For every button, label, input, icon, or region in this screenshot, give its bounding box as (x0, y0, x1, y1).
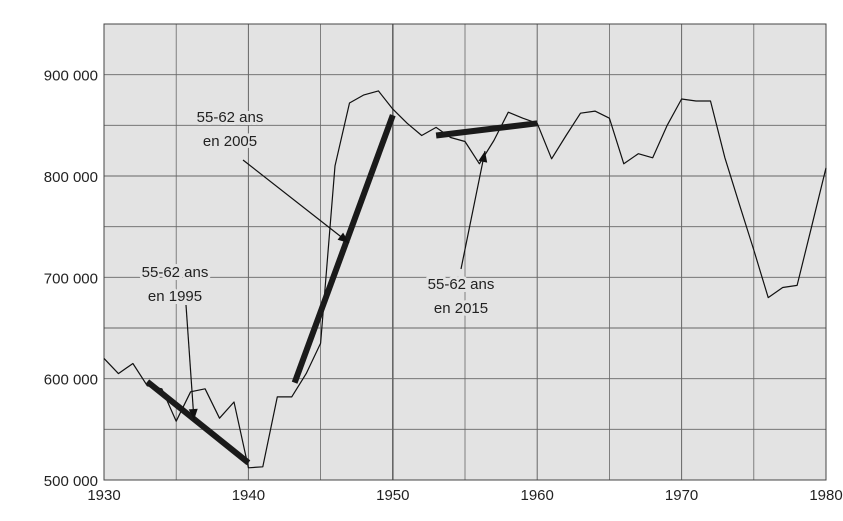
y-tick-label: 600 000 (44, 372, 98, 389)
x-tick-label: 1930 (87, 487, 120, 504)
annotation-arrows (185, 150, 488, 421)
annotation-arrow (242, 159, 350, 244)
x-tick-label: 1980 (809, 487, 842, 504)
annotation-arrowhead (188, 408, 198, 420)
series-layer (103, 90, 827, 469)
x-tick-label: 1940 (232, 487, 265, 504)
tick-labels: 1930 1940 1950 1960 1970 1980 500 000 600 000 70… (44, 68, 843, 504)
annotation-label-1995-line-1: 55-62 ans (142, 264, 209, 281)
annotation-label-2005-line-1: 55-62 ans (197, 109, 264, 126)
x-tick-label: 1970 (665, 487, 698, 504)
y-tick-label: 500 000 (44, 473, 98, 490)
annotation-arrow (185, 304, 195, 421)
series-line (103, 90, 827, 469)
highlight-segment (291, 114, 396, 384)
annotation-label-2005-line-2: en 2005 (203, 133, 257, 150)
highlight-segment (145, 379, 251, 466)
y-tick-label: 700 000 (44, 270, 98, 287)
plot-frame (103, 23, 827, 481)
annotation-label-2015-line-1: 55-62 ans (428, 276, 495, 293)
x-tick-label: 1950 (376, 487, 409, 504)
highlight-segment (435, 120, 538, 139)
highlight-layer (145, 114, 538, 466)
x-tick-label: 1960 (521, 487, 554, 504)
annotation-arrow (460, 150, 486, 270)
y-tick-label: 900 000 (44, 68, 98, 85)
annotation-label-2015-line-2: en 2015 (434, 300, 488, 317)
annotation-label-1995-line-2: en 1995 (148, 288, 202, 305)
annotation-arrowhead (478, 151, 488, 163)
y-tick-label: 800 000 (44, 169, 98, 186)
annotation-arrowhead (337, 232, 349, 243)
